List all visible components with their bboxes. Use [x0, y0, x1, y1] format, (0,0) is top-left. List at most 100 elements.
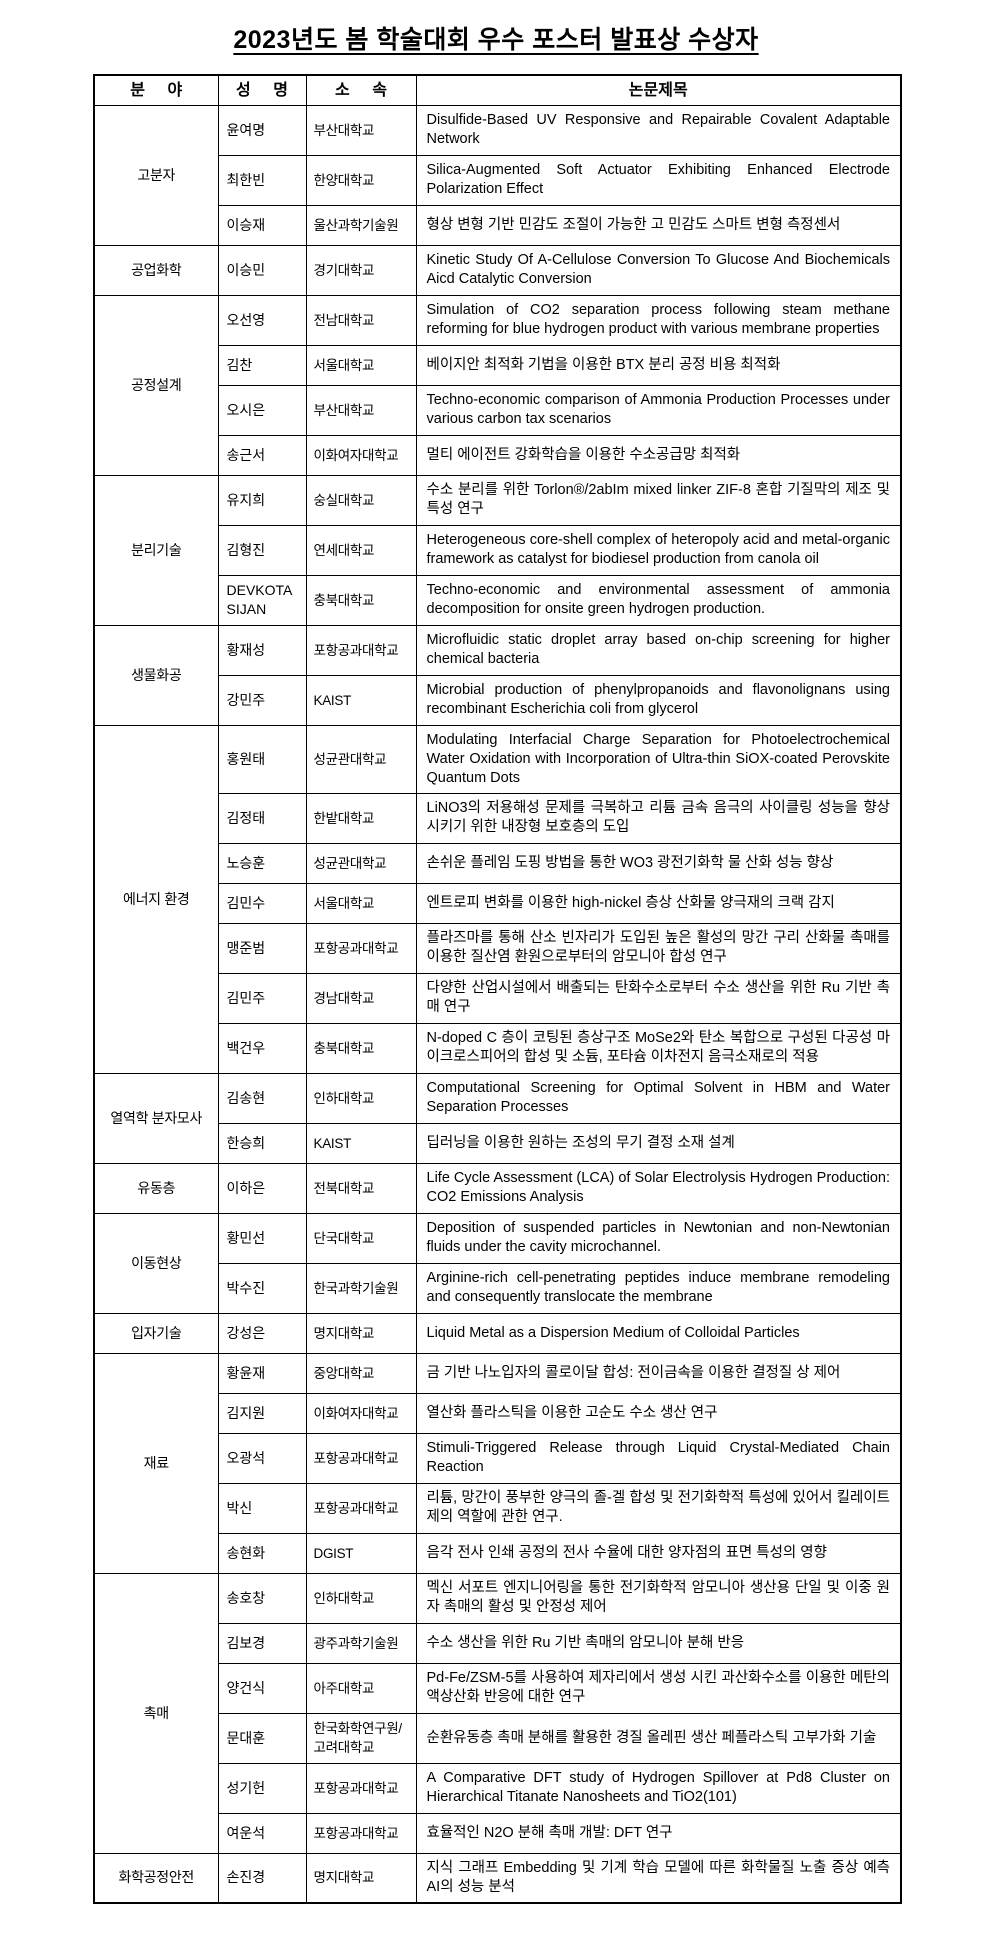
- name-cell: 양건식: [217, 1662, 307, 1714]
- affiliation-cell: 포항공과대학교: [305, 922, 417, 974]
- field-cell: 화학공정안전: [93, 1852, 219, 1904]
- title-cell: Microbial production of phenylpropanoids…: [415, 674, 902, 726]
- table-row: 양건식 아주대학교 Pd-Fe/ZSM-5를 사용하여 제자리에서 생성 시킨 과산…: [94, 1662, 902, 1714]
- table-row: 송근서 이화여자대학교 멀티 에이전트 강화학습을 이용한 수소공급망 최적화: [94, 434, 902, 476]
- table-header: 분 야 성 명 소 속 논문제목: [93, 74, 902, 106]
- name-cell: 성기헌: [217, 1762, 307, 1814]
- title-cell: 열산화 플라스틱을 이용한 고순도 수소 생산 연구: [415, 1392, 902, 1434]
- table-row: 생물화공 황재성 포항공과대학교 Microfluidic static drople…: [93, 624, 902, 726]
- field-cell: 생물화공: [93, 624, 219, 726]
- name-cell: 김민주: [217, 972, 307, 1024]
- name-cell: 백건우: [217, 1022, 307, 1074]
- name-cell: 여운석: [217, 1812, 307, 1854]
- affiliation-cell: 아주대학교: [305, 1662, 417, 1714]
- table-row: 재료 황윤재 중앙대학교 금 기반 나노입자의 콜로이달 합성: 전이금속을 이용한 …: [93, 1352, 902, 1574]
- header-title: 논문제목: [415, 74, 902, 106]
- page-title: 2023년도 봄 학술대회 우수 포스터 발표상 수상자: [233, 26, 759, 54]
- title-cell: 음각 전사 인쇄 공정의 전사 수율에 대한 양자점의 표면 특성의 영향: [415, 1532, 902, 1574]
- title-cell: 플라즈마를 통해 산소 빈자리가 도입된 높은 활성의 망간 구리 산화물 촉매…: [415, 922, 902, 974]
- affiliation-cell: 한국과학기술원: [305, 1262, 417, 1314]
- affiliation-cell: 포항공과대학교: [305, 1762, 417, 1814]
- affiliation-cell: 한양대학교: [305, 154, 417, 206]
- name-cell: 손진경: [217, 1852, 307, 1904]
- table-row: 김정태 한밭대학교 LiNO3의 저용해성 문제를 극복하고 리튬 금속 음극의 사…: [94, 792, 902, 844]
- title-cell: Simulation of CO2 separation process fol…: [415, 294, 902, 346]
- title-cell: Microfluidic static droplet array based …: [415, 624, 902, 676]
- table-row: 맹준범 포항공과대학교 플라즈마를 통해 산소 빈자리가 도입된 높은 활성의 망간…: [94, 922, 902, 974]
- name-cell: 황민선: [217, 1212, 307, 1264]
- affiliation-cell: 단국대학교: [305, 1212, 417, 1264]
- affiliation-cell: 전남대학교: [305, 294, 417, 346]
- name-cell: 오선영: [217, 294, 307, 346]
- name-cell: 김지원: [217, 1392, 307, 1434]
- name-cell: 이승민: [217, 244, 307, 296]
- affiliation-cell: 서울대학교: [305, 344, 417, 386]
- title-cell: Liquid Metal as a Dispersion Medium of C…: [415, 1312, 902, 1354]
- affiliation-cell: KAIST: [305, 1122, 417, 1164]
- table-row: 분리기술 유지희 숭실대학교 수소 분리를 위한 Torlon®/2abIm mixe…: [93, 474, 902, 626]
- title-cell: Silica-Augmented Soft Actuator Exhibitin…: [415, 154, 902, 206]
- awards-table: 분 야 성 명 소 속 논문제목 고분자 윤여명 부산대학교 Disulfide-Ba…: [93, 74, 902, 1904]
- title-cell: 형상 변형 기반 민감도 조절이 가능한 고 민감도 스마트 변형 측정센서: [415, 204, 902, 246]
- affiliation-cell: 명지대학교: [305, 1312, 417, 1354]
- field-cell: 유동층: [93, 1162, 219, 1214]
- name-cell: 오광석: [217, 1432, 307, 1484]
- field-cell: 입자기술: [93, 1312, 219, 1354]
- table-row: 김형진 연세대학교 Heterogeneous core-shell complex…: [94, 524, 902, 576]
- title-cell: 손쉬운 플레임 도핑 방법을 통한 WO3 광전기화학 물 산화 성능 향상: [415, 842, 902, 884]
- affiliation-cell: 이화여자대학교: [305, 1392, 417, 1434]
- table-row: 열역학 분자모사 김송현 인하대학교 Computational Screening …: [93, 1072, 902, 1164]
- field-cell: 촉매: [93, 1572, 219, 1854]
- table-row: 김보경 광주과학기술원 수소 생산을 위한 Ru 기반 촉매의 암모니아 분해 반응: [94, 1622, 902, 1664]
- name-cell: 강성은: [217, 1312, 307, 1354]
- name-cell: 박수진: [217, 1262, 307, 1314]
- affiliation-cell: 부산대학교: [305, 104, 417, 156]
- affiliation-cell: DGIST: [305, 1532, 417, 1574]
- name-cell: 김형진: [217, 524, 307, 576]
- title-cell: 효율적인 N2O 분해 촉매 개발: DFT 연구: [415, 1812, 902, 1854]
- field-cell: 재료: [93, 1352, 219, 1574]
- name-cell: 송근서: [217, 434, 307, 476]
- affiliation-cell: 포항공과대학교: [305, 1432, 417, 1484]
- affiliation-cell: 경기대학교: [305, 244, 417, 296]
- affiliation-cell: 충북대학교: [305, 1022, 417, 1074]
- title-cell: A Comparative DFT study of Hydrogen Spil…: [415, 1762, 902, 1814]
- table-row: 에너지 환경 홍원태 성균관대학교 Modulating Interfacial Ch…: [93, 724, 902, 1074]
- field-cell: 공업화학: [93, 244, 219, 296]
- affiliation-cell: 숭실대학교: [305, 474, 417, 526]
- title-cell: LiNO3의 저용해성 문제를 극복하고 리튬 금속 음극의 사이클링 성능을 …: [415, 792, 902, 844]
- table-row: 한승희 KAIST 딥러닝을 이용한 원하는 조성의 무기 결정 소재 설계: [94, 1122, 902, 1164]
- table-row: 오광석 포항공과대학교 Stimuli-Triggered Release thro…: [94, 1432, 902, 1484]
- table-row: 유동층 이하은 전북대학교 Life Cycle Assessment (LCA) o…: [93, 1162, 902, 1214]
- name-cell: 김보경: [217, 1622, 307, 1664]
- table-row: 백건우 충북대학교 N-doped C 층이 코팅된 층상구조 MoSe2와 탄소 …: [94, 1022, 902, 1074]
- name-cell: 이승재: [217, 204, 307, 246]
- name-cell: 맹준범: [217, 922, 307, 974]
- affiliation-cell: 충북대학교: [305, 574, 417, 626]
- name-cell: 김민수: [217, 882, 307, 924]
- table-row: 화학공정안전 손진경 명지대학교 지식 그래프 Embedding 및 기계 학습 모…: [93, 1852, 902, 1904]
- header-name: 성 명: [217, 74, 307, 106]
- title-cell: Heterogeneous core-shell complex of hete…: [415, 524, 902, 576]
- affiliation-cell: 한밭대학교: [305, 792, 417, 844]
- name-cell: 최한빈: [217, 154, 307, 206]
- title-cell: 다양한 산업시설에서 배출되는 탄화수소로부터 수소 생산을 위한 Ru 기반 …: [415, 972, 902, 1024]
- field-cell: 공정설계: [93, 294, 219, 476]
- table-row: 여운석 포항공과대학교 효율적인 N2O 분해 촉매 개발: DFT 연구: [94, 1812, 902, 1854]
- name-cell: DEVKOTA SIJAN: [217, 574, 307, 626]
- title-cell: 멀티 에이전트 강화학습을 이용한 수소공급망 최적화: [415, 434, 902, 476]
- title-cell: Modulating Interfacial Charge Separation…: [415, 724, 902, 794]
- title-cell: Techno-economic comparison of Ammonia Pr…: [415, 384, 902, 436]
- affiliation-cell: 광주과학기술원: [305, 1622, 417, 1664]
- title-cell: 수소 생산을 위한 Ru 기반 촉매의 암모니아 분해 반응: [415, 1622, 902, 1664]
- name-cell: 송현화: [217, 1532, 307, 1574]
- affiliation-cell: 인하대학교: [305, 1072, 417, 1124]
- table-row: 촉매 송호창 인하대학교 멕신 서포트 엔지니어링을 통한 전기화학적 암모니아 생산…: [93, 1572, 902, 1854]
- name-cell: 김정태: [217, 792, 307, 844]
- table-row: 고분자 윤여명 부산대학교 Disulfide-Based UV Responsive…: [93, 104, 902, 246]
- table-row: 입자기술 강성은 명지대학교 Liquid Metal as a Dispersion…: [93, 1312, 902, 1354]
- name-cell: 황재성: [217, 624, 307, 676]
- affiliation-cell: 한국화학연구원/고려대학교: [305, 1712, 417, 1764]
- title-cell: 리튬, 망간이 풍부한 양극의 졸-겔 합성 및 전기화학적 특성에 있어서 킬…: [415, 1482, 902, 1534]
- title-cell: 멕신 서포트 엔지니어링을 통한 전기화학적 암모니아 생산용 단일 및 이중 …: [415, 1572, 902, 1624]
